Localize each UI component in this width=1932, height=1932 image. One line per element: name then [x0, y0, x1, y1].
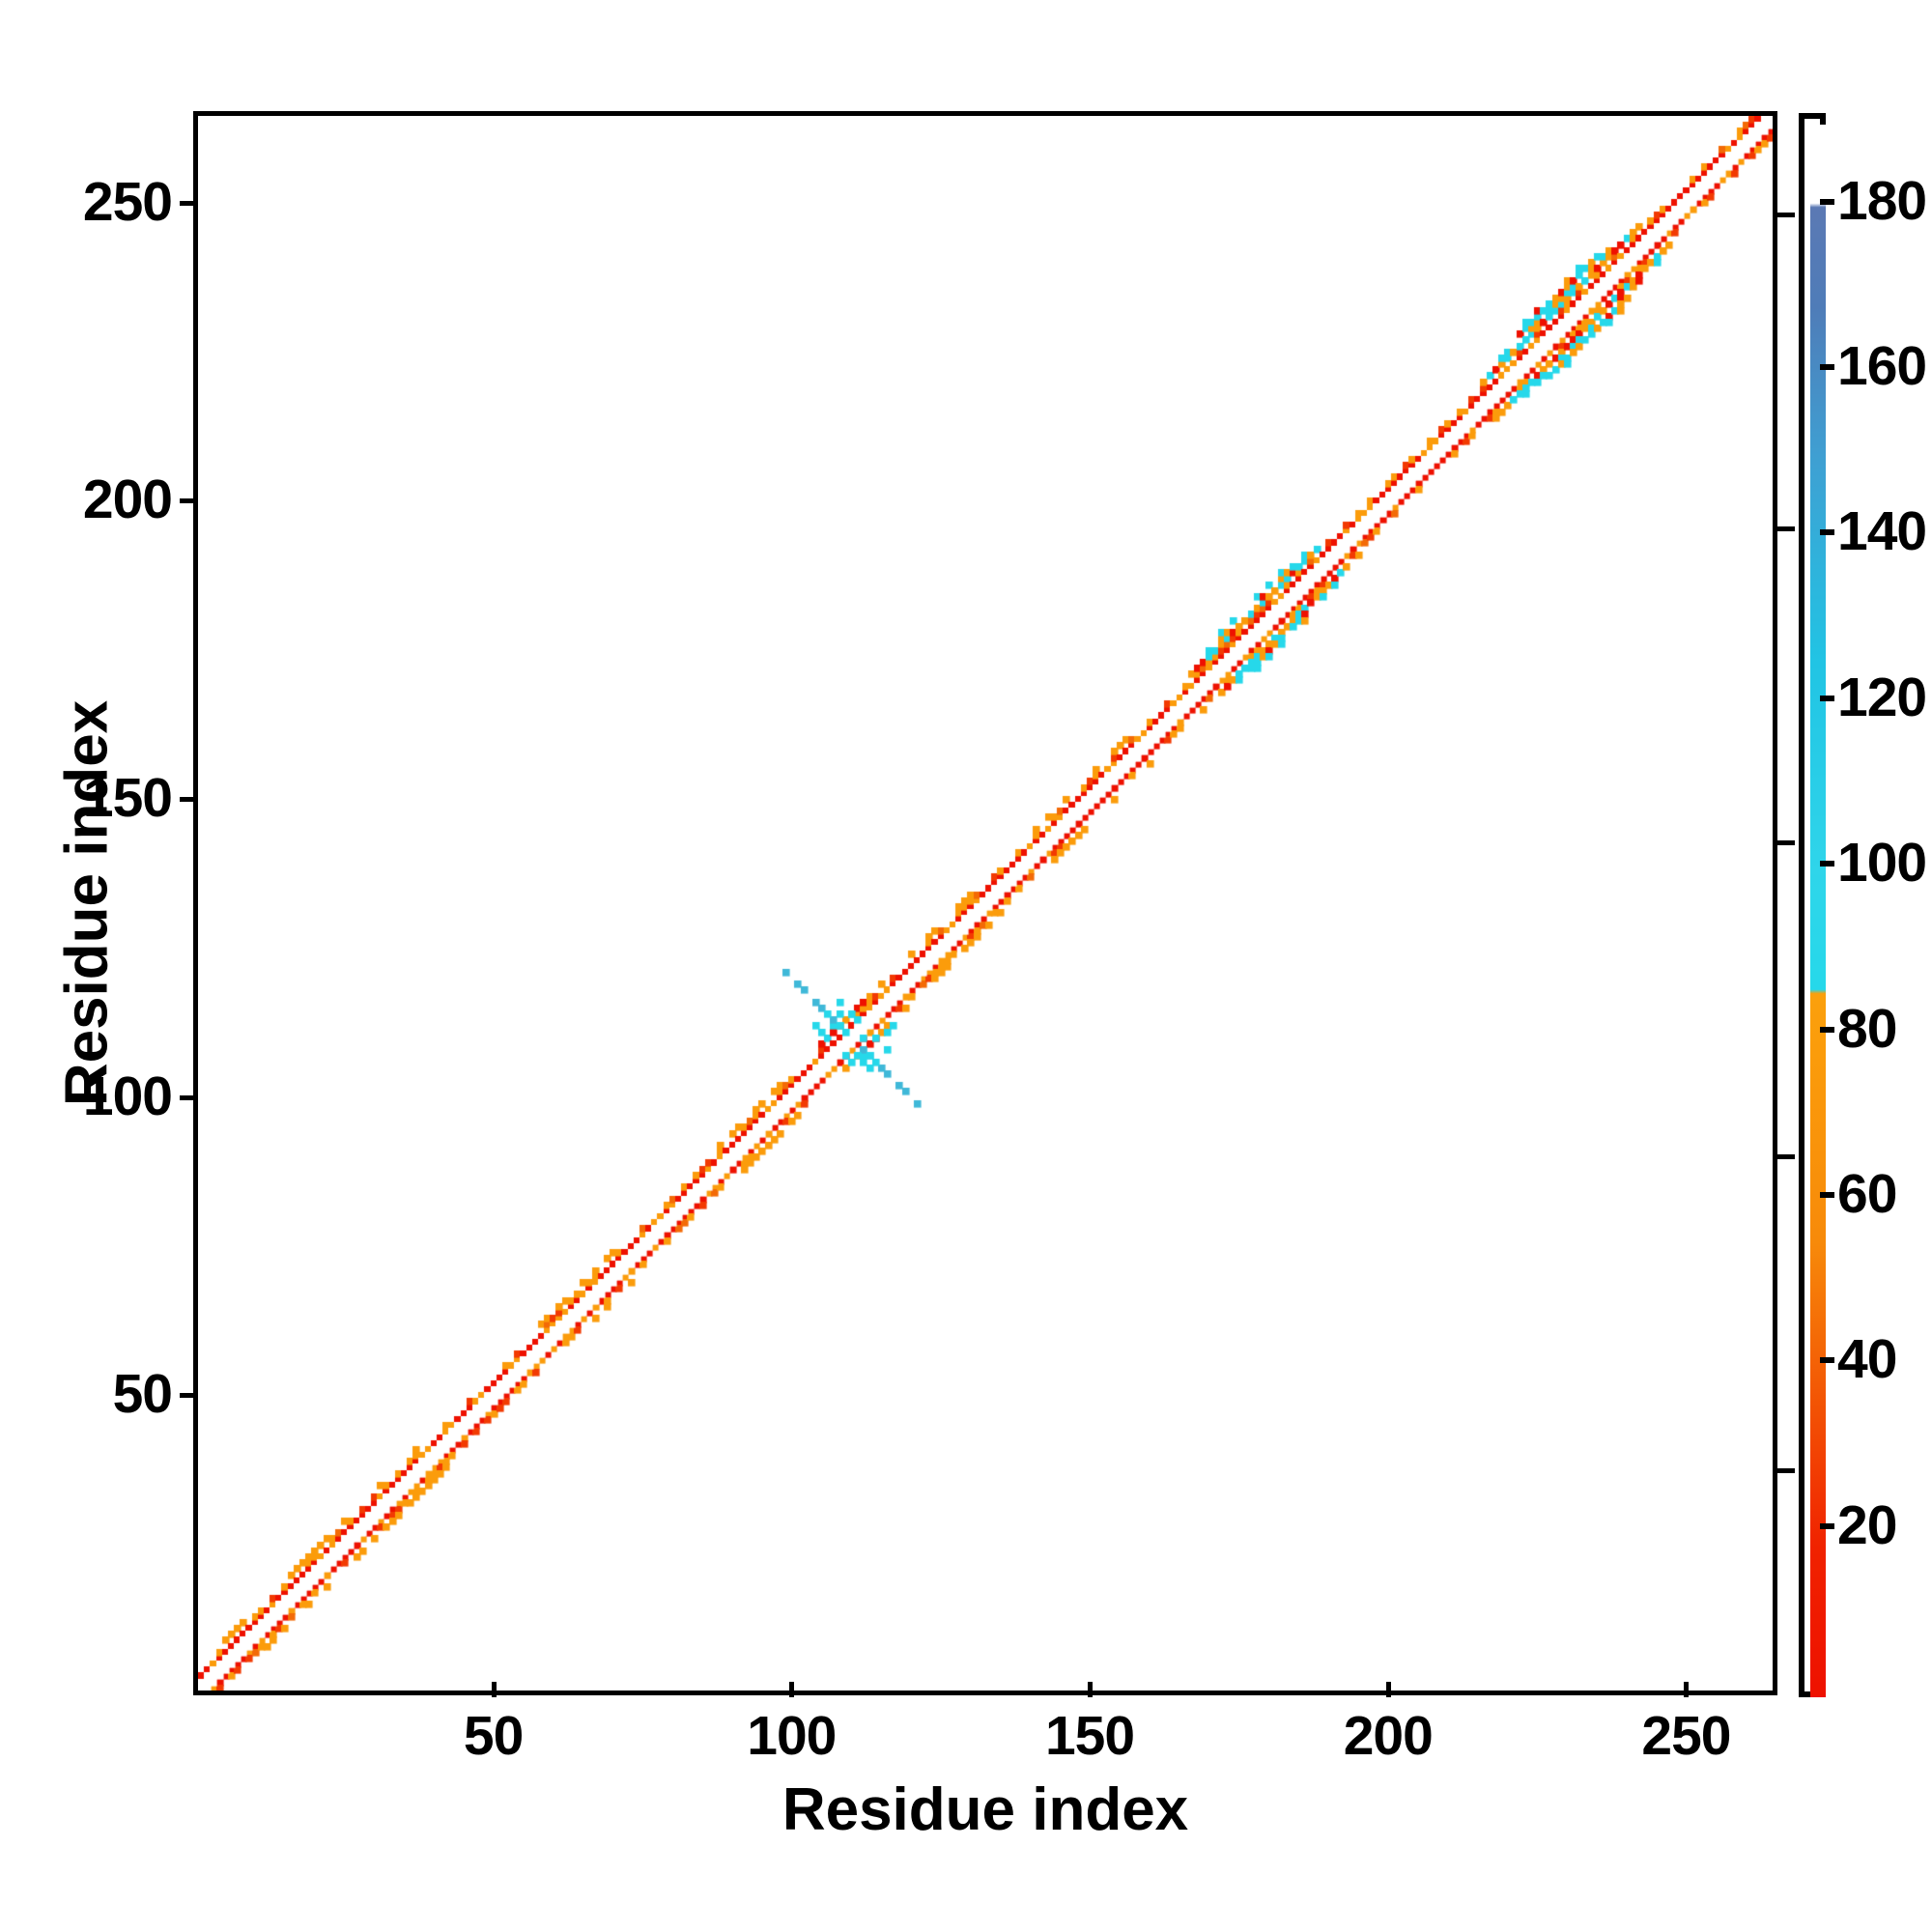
colorbar-tick-20: [1820, 1522, 1834, 1529]
y-tick-label-250: 250: [82, 170, 173, 233]
y-tick-100: [180, 1094, 195, 1100]
y-axis-title: Residue index: [53, 699, 121, 1107]
colorbar-tick-label-60: 60: [1837, 1162, 1897, 1225]
x-tick-250: [1684, 1682, 1690, 1697]
colorbar-tick-label-80: 80: [1837, 997, 1897, 1060]
x-tick-label-150: 150: [1044, 1705, 1135, 1767]
x-tick-label-250: 250: [1641, 1705, 1731, 1767]
x-tick-150: [1088, 1682, 1094, 1697]
right-minor-tick-0: [1777, 213, 1795, 217]
y-tick-label-150: 150: [82, 766, 173, 829]
colorbar-tick-label-40: 40: [1837, 1328, 1897, 1391]
colorbar: [1799, 113, 1826, 1697]
x-tick-200: [1385, 1682, 1391, 1697]
colorbar-tick-label-120: 120: [1837, 666, 1927, 728]
colorbar-tick-label-180: 180: [1837, 169, 1927, 232]
colorbar-tick-120: [1820, 695, 1834, 701]
colorbar-frame: [1799, 113, 1826, 1697]
y-tick-label-50: 50: [112, 1363, 173, 1426]
colorbar-tick-label-140: 140: [1837, 500, 1927, 563]
right-minor-tick-3: [1777, 1154, 1795, 1159]
right-minor-tick-2: [1777, 840, 1795, 845]
colorbar-tick-180: [1820, 198, 1834, 205]
colorbar-tick-60: [1820, 1191, 1834, 1198]
colorbar-tick-40: [1820, 1357, 1834, 1364]
y-tick-50: [180, 1393, 195, 1399]
colorbar-tick-80: [1820, 1026, 1834, 1033]
colorbar-tick-label-160: 160: [1837, 335, 1927, 398]
x-tick-label-200: 200: [1343, 1705, 1434, 1767]
y-tick-200: [180, 498, 195, 504]
y-tick-label-200: 200: [82, 469, 173, 531]
x-tick-label-50: 50: [463, 1705, 524, 1767]
x-axis-title: Residue index: [781, 1776, 1189, 1843]
heatmap-plot-area: [193, 111, 1777, 1695]
colorbar-tick-140: [1820, 529, 1834, 536]
colorbar-gradient: [1810, 125, 1826, 1697]
colorbar-tick-label-20: 20: [1837, 1493, 1897, 1556]
x-tick-100: [789, 1682, 795, 1697]
colorbar-tick-100: [1820, 861, 1834, 867]
right-minor-tick-4: [1777, 1468, 1795, 1473]
x-tick-50: [491, 1682, 497, 1697]
y-tick-label-100: 100: [82, 1065, 173, 1127]
y-tick-150: [180, 796, 195, 802]
colorbar-tick-label-100: 100: [1837, 832, 1927, 895]
heatmap-image: [198, 116, 1773, 1690]
colorbar-tick-160: [1820, 364, 1834, 371]
right-minor-tick-1: [1777, 526, 1795, 531]
x-tick-label-100: 100: [747, 1705, 837, 1767]
y-tick-250: [180, 200, 195, 206]
